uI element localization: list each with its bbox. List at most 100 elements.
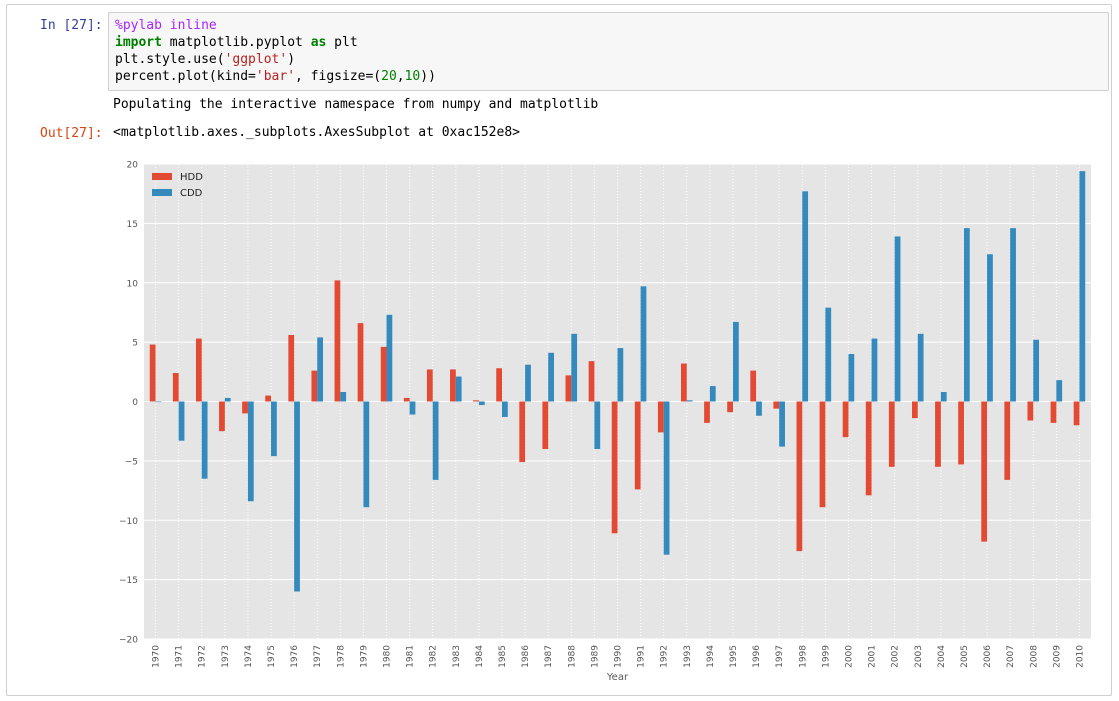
bar-cdd — [548, 352, 554, 402]
x-tick-label: 1977 — [313, 645, 323, 668]
bar-hdd — [195, 338, 202, 402]
bar-hdd — [796, 401, 803, 552]
x-tick-label: 2008 — [1029, 645, 1039, 668]
x-tick-label: 1997 — [775, 645, 785, 668]
bar-cdd — [478, 401, 485, 406]
code-text: , figsize=( — [295, 69, 382, 84]
bar-cdd — [1056, 380, 1063, 402]
y-tick-label: −20 — [119, 636, 138, 646]
x-tick-label: 1971 — [175, 645, 185, 668]
bar-cdd — [686, 400, 693, 402]
y-tick-label: 15 — [127, 220, 138, 230]
x-tick-label: 1972 — [198, 645, 208, 668]
x-tick-label: 1975 — [267, 645, 277, 668]
bar-hdd — [242, 401, 248, 414]
bar-cdd — [155, 401, 162, 403]
bar-cdd — [294, 401, 300, 592]
output-prompt: Out[27]: — [40, 126, 103, 141]
bar-hdd — [172, 373, 179, 402]
bar-hdd — [958, 401, 964, 465]
bar-hdd — [149, 344, 156, 402]
bar-hdd — [565, 375, 572, 402]
bar-cdd — [201, 401, 208, 479]
bar-hdd — [888, 401, 895, 467]
bar-cdd — [224, 397, 231, 402]
output-repr: <matplotlib.axes._subplots.AxesSubplot a… — [113, 125, 520, 140]
x-tick-label: 1998 — [798, 645, 808, 668]
bar-hdd — [1004, 401, 1011, 480]
legend-swatch — [152, 173, 172, 180]
bar-cdd — [617, 348, 624, 402]
bar-cdd — [709, 386, 716, 402]
x-tick-label: 1999 — [821, 645, 831, 668]
bar-chart: −20 −15 −10 −5 0 5 10 15 20 1970 1971 1972 1973 1974 1… — [119, 161, 1091, 683]
bar-hdd — [1027, 401, 1034, 421]
bar-cdd — [432, 401, 439, 480]
bar-cdd — [848, 354, 855, 402]
y-tick-label: 5 — [132, 339, 138, 349]
x-tick-label: 1990 — [614, 645, 624, 668]
bar-hdd — [773, 401, 780, 409]
bar-cdd — [571, 333, 578, 402]
code-keyword-import: import — [115, 35, 162, 50]
bar-cdd — [386, 314, 393, 402]
y-tick-label: 0 — [132, 398, 138, 408]
notebook-cell[interactable] — [6, 4, 1112, 696]
code-input-area[interactable]: %pylab inline import matplotlib.pyplot a… — [108, 12, 1109, 91]
x-tick-label: 2006 — [983, 645, 993, 668]
bar-cdd — [802, 191, 809, 402]
bar-cdd — [987, 254, 993, 402]
x-tick-label: 1983 — [452, 645, 462, 668]
x-tick-label: 2001 — [868, 645, 878, 668]
x-tick-label: 1996 — [752, 645, 762, 668]
bar-hdd — [1073, 401, 1080, 426]
bar-cdd — [363, 401, 370, 508]
bar-hdd — [611, 401, 618, 534]
bar-hdd — [473, 400, 479, 402]
x-tick-label: 1973 — [221, 645, 231, 668]
x-tick-label: 1995 — [729, 645, 739, 668]
x-tick-label: 1988 — [567, 645, 577, 668]
code-string: 'ggplot' — [224, 52, 288, 67]
legend-label: CDD — [180, 188, 203, 199]
y-tick-label: 20 — [127, 161, 139, 171]
x-tick-label: 2005 — [960, 645, 970, 668]
bar-hdd — [265, 395, 272, 402]
bar-cdd — [340, 392, 347, 402]
x-tick-label: 2003 — [914, 645, 924, 668]
bar-cdd — [1010, 228, 1016, 402]
bar-hdd — [380, 346, 387, 402]
bar-cdd — [779, 401, 785, 447]
legend-swatch — [152, 189, 172, 196]
bar-hdd — [588, 361, 595, 402]
x-tick-label: 1980 — [383, 645, 393, 668]
code-editor[interactable]: %pylab inline import matplotlib.pyplot a… — [115, 17, 436, 85]
bar-hdd — [334, 280, 341, 402]
bar-cdd — [917, 333, 924, 402]
bar-cdd — [525, 364, 531, 402]
bar-cdd — [640, 286, 647, 402]
stream-output: Populating the interactive namespace fro… — [113, 97, 599, 112]
x-tick-label: 1970 — [152, 645, 162, 668]
x-tick-label: 1991 — [637, 645, 647, 668]
x-tick-label: 2004 — [937, 645, 947, 668]
x-tick-label: 2009 — [1052, 645, 1062, 668]
bar-cdd — [1033, 339, 1040, 402]
bar-cdd — [455, 376, 462, 402]
x-tick-label: 1992 — [660, 645, 670, 668]
bar-cdd — [271, 401, 277, 457]
bar-cdd — [178, 401, 185, 441]
code-keyword-as: as — [310, 35, 327, 50]
bar-hdd — [727, 401, 733, 413]
x-tick-label: 2010 — [1075, 645, 1085, 668]
x-tick-label: 1979 — [359, 645, 369, 668]
x-tick-label: 1994 — [706, 645, 716, 668]
bar-hdd — [865, 401, 872, 496]
bar-cdd — [409, 401, 416, 415]
code-text: percent.plot(kind= — [115, 69, 256, 84]
code-string: 'bar' — [255, 69, 296, 84]
x-axis-label: Year — [606, 672, 629, 683]
x-tick-label: 1987 — [544, 645, 554, 668]
bar-hdd — [750, 370, 757, 402]
bar-hdd — [426, 369, 433, 402]
